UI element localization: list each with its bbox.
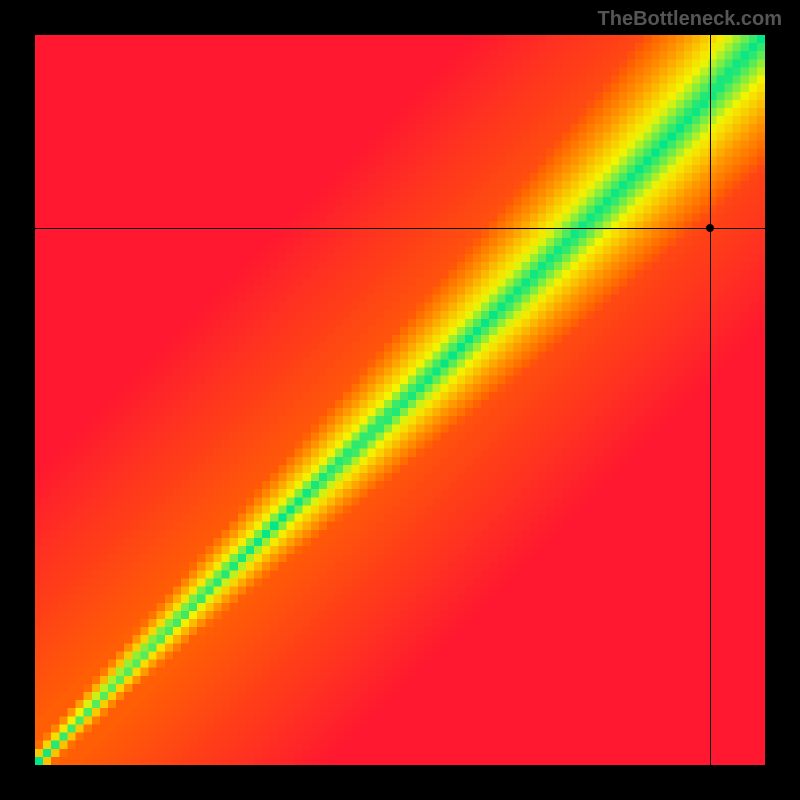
- crosshair-horizontal: [35, 228, 765, 229]
- watermark: TheBottleneck.com: [598, 8, 782, 31]
- heatmap-canvas: [35, 35, 765, 765]
- crosshair-vertical: [710, 35, 711, 765]
- bottleneck-heatmap: [35, 35, 765, 765]
- crosshair-point[interactable]: [706, 224, 714, 232]
